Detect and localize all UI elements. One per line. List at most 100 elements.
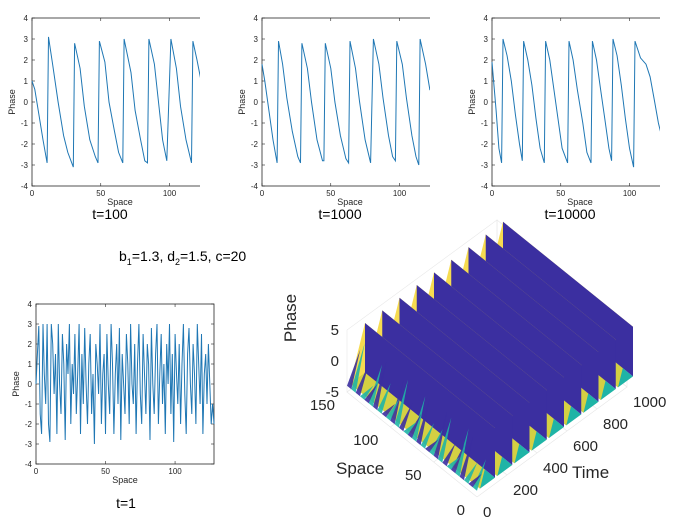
phase-plot-t10000: -4 -3 -2 -1 0 1 2 3 4 0 50 100 Space Phase	[467, 14, 660, 207]
phase-tick-label: 0	[331, 353, 339, 370]
y-tick-label: -3	[25, 440, 33, 449]
y-tick-label: 3	[254, 35, 259, 44]
surface-noise	[347, 343, 486, 491]
noise-patch	[360, 385, 374, 400]
noise-patch	[347, 349, 361, 390]
y-tick-label: 1	[254, 77, 259, 86]
time-tick-label: 600	[573, 438, 598, 455]
grid-line	[346, 391, 478, 498]
noise-patch	[459, 436, 473, 481]
y-tick-label: 1	[484, 77, 489, 86]
phase-tick-label: 5	[331, 322, 339, 339]
phase-plot-t1: -4 -3 -2 -1 0 1 2 3 4 0 50 100 Space Phase	[11, 300, 215, 485]
time-tick-label: 400	[543, 460, 568, 477]
time-tick-label: 0	[483, 504, 491, 518]
noise-patch	[355, 363, 369, 397]
y-tick-label: -1	[25, 400, 33, 409]
x-tick-label: 100	[163, 189, 177, 198]
caption-t1: t=1	[116, 495, 136, 511]
noise-patch	[394, 379, 408, 428]
x-tick-label: 50	[556, 189, 565, 198]
x-axis-label: Space	[567, 197, 593, 207]
x-tick-label: 100	[168, 467, 182, 476]
noise-patch	[416, 398, 430, 446]
phase-axis-label: Phase	[281, 294, 300, 342]
y-tick-label: -4	[481, 182, 489, 191]
x-tick-label: 0	[490, 189, 495, 198]
noise-patch	[381, 403, 395, 418]
noise-patch	[425, 439, 439, 453]
time-tick-label: 200	[513, 482, 538, 499]
y-tick-label: 3	[28, 320, 33, 329]
y-axis-label: Phase	[7, 89, 17, 115]
noise-patch	[364, 383, 378, 404]
x-tick-label: 0	[260, 189, 265, 198]
noise-patch	[407, 414, 421, 439]
space-tick-label: 0	[457, 502, 465, 518]
y-tick-label: -4	[21, 182, 29, 191]
y-tick-label: 3	[24, 35, 29, 44]
surface-cliff-face	[365, 323, 495, 478]
y-tick-label: -1	[481, 119, 489, 128]
caption-t1000: t=1000	[318, 206, 362, 222]
phase-plot-t100: -4 -3 -2 -1 0 1 2 3 4 0 50 100 Space Phase	[7, 14, 200, 207]
y-tick-label: -2	[481, 140, 489, 149]
y-axis-label: Phase	[11, 371, 21, 397]
y-tick-label: -1	[251, 119, 259, 128]
parameter-label: b1=1.3, d2=1.5, c=20	[119, 248, 247, 267]
phase-line	[35, 323, 215, 445]
y-tick-label: 1	[28, 360, 33, 369]
space-axis-label: Space	[336, 459, 384, 478]
x-tick-label: 0	[30, 189, 35, 198]
grid-line	[476, 386, 628, 498]
y-tick-label: -2	[21, 140, 29, 149]
y-tick-label: 2	[24, 56, 29, 65]
time-tick-label: 1000	[633, 394, 666, 411]
y-tick-label: 4	[484, 14, 489, 23]
y-tick-label: -3	[251, 161, 259, 170]
caption-t100: t=100	[92, 206, 128, 222]
x-tick-label: 50	[101, 467, 110, 476]
noise-patch	[420, 423, 434, 449]
x-tick-label: 50	[326, 189, 335, 198]
x-tick-label: 100	[393, 189, 407, 198]
x-tick-label: 100	[623, 189, 637, 198]
noise-patch	[468, 473, 482, 488]
y-tick-label: 4	[254, 14, 259, 23]
phase-line	[491, 38, 660, 168]
x-tick-label: 50	[96, 189, 105, 198]
y-tick-label: -4	[251, 182, 259, 191]
y-tick-label: 4	[28, 300, 33, 309]
noise-patch	[351, 343, 365, 393]
noise-patch	[368, 364, 382, 407]
x-axis-label: Space	[107, 197, 133, 207]
y-axis-label: Phase	[237, 89, 247, 115]
noise-patch	[455, 428, 469, 477]
phase-line	[261, 38, 430, 166]
noise-patch	[377, 383, 391, 414]
phase-surface-3d: 0 200 400 600 800 1000 0 50 100 150-5 0 5 Time Space P…	[281, 219, 666, 518]
y-tick-label: 1	[24, 77, 29, 86]
x-axis-label: Space	[337, 197, 363, 207]
y-tick-label: 4	[24, 14, 29, 23]
space-tick-label: 100	[353, 432, 378, 449]
x-tick-label: 0	[34, 467, 39, 476]
y-tick-label: 2	[484, 56, 489, 65]
noise-patch	[464, 462, 478, 484]
y-tick-label: -1	[21, 119, 29, 128]
y-tick-label: -4	[25, 460, 33, 469]
y-tick-label: 0	[484, 98, 489, 107]
x-axis-label: Space	[112, 475, 138, 485]
phase-tick-label: -5	[326, 384, 339, 401]
caption-t10000: t=10000	[544, 206, 596, 222]
noise-patch	[442, 442, 456, 467]
noise-patch	[472, 459, 486, 491]
noise-patch	[373, 361, 387, 411]
space-tick-label: 150	[310, 397, 335, 414]
y-tick-label: 0	[28, 380, 33, 389]
phase-plot-t1000: -4 -3 -2 -1 0 1 2 3 4 0 50 100 Space Phase	[237, 14, 430, 207]
noise-patch	[399, 403, 413, 432]
phase-line	[31, 36, 200, 168]
time-axis-label: Time	[572, 463, 609, 482]
noise-patch	[386, 398, 400, 421]
